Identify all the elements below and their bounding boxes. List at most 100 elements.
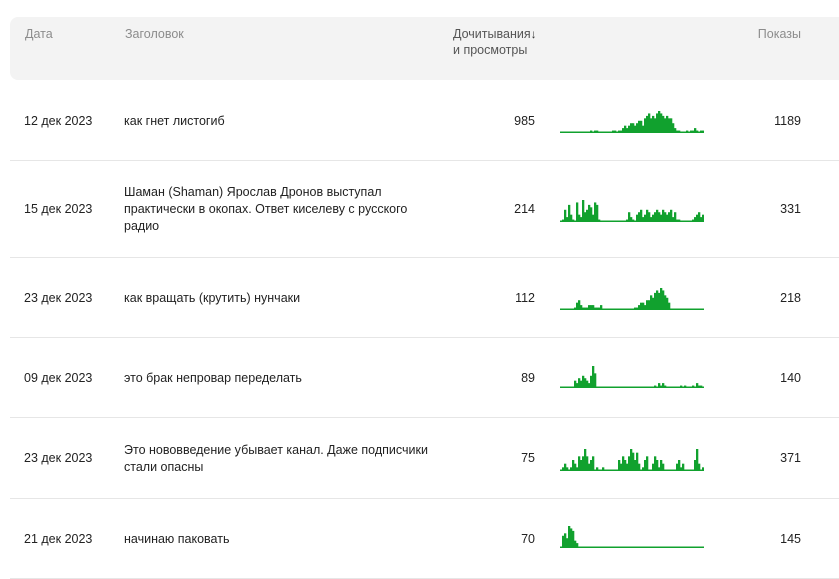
sparkline-bar <box>644 118 647 133</box>
table-row[interactable]: 23 дек 2023 как вращать (крутить) нунчак… <box>10 258 839 338</box>
sparkline-bar <box>590 130 593 133</box>
table-header: Дата Заголовок Дочитывания↓ и просмотры … <box>10 17 839 80</box>
sparkline-bar <box>666 214 669 222</box>
sparkline-bar <box>576 543 579 548</box>
sparkline-bar <box>638 305 641 310</box>
row-reads: 214 <box>514 202 535 216</box>
sparkline-bar <box>584 378 587 388</box>
sparkline-bar <box>582 456 585 471</box>
sparkline-bar <box>656 113 659 133</box>
row-reads: 112 <box>515 291 535 305</box>
row-sparkline <box>560 447 704 471</box>
sparkline-bar <box>626 219 629 222</box>
sparkline-bar <box>660 288 663 310</box>
sparkline-bar <box>690 130 693 133</box>
sparkline-bar <box>588 204 591 222</box>
sparkline-bar <box>648 212 651 222</box>
sparkline-bar <box>670 209 673 222</box>
table-row[interactable]: 09 дек 2023 это брак непровар переделать… <box>10 338 839 418</box>
column-header-title[interactable]: Заголовок <box>125 27 184 41</box>
table-row[interactable]: 12 дек 2023 как гнет листогиб 985 1189 <box>10 81 839 161</box>
sparkline-bar <box>594 202 597 222</box>
sparkline-bar <box>642 217 645 222</box>
sparkline-bar <box>650 217 653 222</box>
row-reads: 70 <box>521 532 535 546</box>
sparkline-bar <box>642 467 645 471</box>
sparkline-bar <box>658 383 661 388</box>
sparkline-bar <box>666 115 669 133</box>
sparkline-bar <box>570 528 573 548</box>
table-row[interactable]: 15 дек 2023 Шаман (Shaman) Ярослав Дроно… <box>10 161 839 258</box>
sparkline-bar <box>620 463 623 471</box>
sparkline-bar <box>676 130 679 133</box>
sparkline-bar <box>662 115 665 133</box>
sparkline-bar <box>656 209 659 222</box>
sparkline-bar <box>578 300 581 310</box>
sparkline-bar <box>592 456 595 471</box>
sparkline-bar <box>678 219 681 222</box>
sparkline-bar <box>578 214 581 222</box>
sparkline-bar <box>586 456 589 471</box>
sparkline-bar <box>656 290 659 310</box>
sparkline-bar <box>686 130 689 133</box>
sparkline-bar <box>636 214 639 222</box>
sparkline-bar <box>578 456 581 471</box>
row-sparkline <box>560 524 704 548</box>
row-title[interactable]: как гнет листогиб <box>124 114 225 128</box>
row-title[interactable]: как вращать (крутить) нунчаки <box>124 291 301 305</box>
row-date: 23 дек 2023 <box>24 291 93 305</box>
sparkline-bar <box>648 300 651 310</box>
sparkline-chart <box>560 366 704 388</box>
sparkline-chart <box>560 200 704 222</box>
row-shows: 371 <box>780 451 801 465</box>
sparkline-bar <box>582 307 585 310</box>
sparkline-baseline <box>560 308 704 310</box>
table-row[interactable]: 23 дек 2023 Это нововведение убывает кан… <box>10 418 839 499</box>
sparkline-chart <box>560 449 704 471</box>
sparkline-bar <box>702 467 704 471</box>
sparkline-bar <box>592 366 595 388</box>
sparkline-bar <box>678 130 681 133</box>
sparkline-bar <box>678 460 681 471</box>
sparkline-bar <box>620 130 623 133</box>
sparkline-bar <box>698 212 701 222</box>
sparkline-bar <box>586 209 589 222</box>
column-header-reads[interactable]: Дочитывания↓ и просмотры <box>453 26 537 58</box>
sparkline-bar <box>580 380 583 388</box>
table-row[interactable]: 21 дек 2023 начинаю паковать 70 145 <box>10 499 839 579</box>
sparkline-bar <box>564 209 567 222</box>
sparkline-bar <box>584 449 587 471</box>
row-title[interactable]: это брак непровар переделать <box>124 371 302 385</box>
sparkline-bar <box>592 214 595 222</box>
sparkline-bar <box>660 214 663 222</box>
sparkline-bar <box>632 123 635 133</box>
sparkline-bar <box>654 212 657 222</box>
row-sparkline <box>560 286 704 310</box>
sparkline-bar <box>668 212 671 222</box>
sparkline-bar <box>590 375 593 388</box>
row-title[interactable]: Это нововведение убывает канал. Даже под… <box>124 443 428 474</box>
row-title[interactable]: Шаман (Shaman) Ярослав Дронов выступал п… <box>124 185 408 233</box>
row-title[interactable]: начинаю паковать <box>124 532 230 546</box>
sparkline-bar <box>590 305 593 310</box>
sparkline-bar <box>636 123 639 133</box>
sparkline-bar <box>602 467 605 471</box>
sparkline-bar <box>640 209 643 222</box>
sparkline-bar <box>580 217 583 222</box>
sparkline-bar <box>618 460 621 471</box>
sparkline-bar <box>628 212 631 222</box>
sparkline-bar <box>568 204 571 222</box>
sparkline-bar <box>562 535 565 548</box>
sparkline-bar <box>662 290 665 310</box>
sparkline-bar <box>692 385 695 388</box>
sparkline-bar <box>698 463 701 471</box>
sparkline-bar <box>692 219 695 222</box>
sparkline-bar <box>634 460 637 471</box>
sparkline-bar <box>588 383 591 388</box>
row-sparkline <box>560 364 704 388</box>
column-header-shows[interactable]: Показы <box>757 27 801 41</box>
sparkline-bar <box>630 449 633 471</box>
sparkline-bar <box>628 125 631 133</box>
column-header-date[interactable]: Дата <box>25 27 53 41</box>
